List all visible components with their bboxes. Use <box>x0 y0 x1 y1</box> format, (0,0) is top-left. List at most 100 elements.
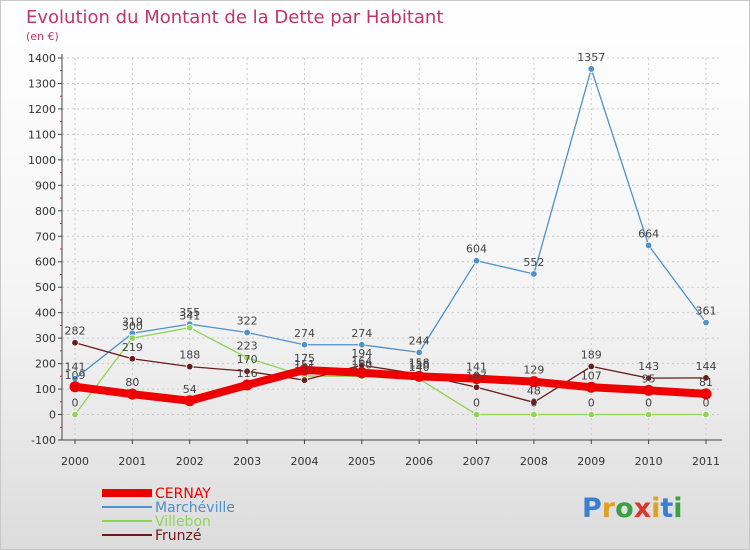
data-point-villebon <box>644 410 653 419</box>
data-label-villebon: 151 <box>294 358 315 371</box>
data-label-villebon: 0 <box>530 397 537 410</box>
data-label-frunz-: 48 <box>527 384 541 397</box>
y-tick-label: 800 <box>35 205 56 218</box>
data-point-march-ville <box>702 318 710 327</box>
x-tick-label: 2009 <box>577 455 605 468</box>
y-tick-label: 1000 <box>28 154 56 167</box>
data-label-frunz-: 144 <box>696 360 717 373</box>
data-label-villebon: 0 <box>645 397 652 410</box>
legend-label-march-ville: Marchéville <box>155 500 235 516</box>
data-label-march-ville: 664 <box>638 227 659 240</box>
series-line-frunz- <box>74 342 707 403</box>
data-point-frunz- <box>186 362 194 371</box>
data-point-frunz- <box>243 367 251 375</box>
data-label-cernay: 54 <box>183 383 197 396</box>
data-point-villebon <box>702 410 710 419</box>
data-point-march-ville <box>415 348 423 357</box>
legend-label-villebon: Villebon <box>155 514 211 530</box>
series-line-march-ville <box>74 68 707 380</box>
data-label-villebon: 341 <box>179 310 200 323</box>
data-label-villebon: 0 <box>588 397 595 410</box>
series-frunz- <box>71 339 710 407</box>
x-tick-label: 2011 <box>692 455 720 468</box>
x-tick-label: 2007 <box>463 455 491 468</box>
data-point-march-ville <box>644 241 653 250</box>
data-point-cernay <box>356 367 368 379</box>
data-point-march-ville <box>587 65 595 73</box>
grid <box>62 57 722 441</box>
data-label-villebon: 300 <box>122 320 143 333</box>
data-label-march-ville: 604 <box>466 243 487 256</box>
data-label-cernay: 175 <box>294 352 315 365</box>
x-tick-label: 2010 <box>635 455 663 468</box>
proxiti-logo: Proxiti <box>582 493 683 524</box>
y-tick-label: 1300 <box>28 77 56 90</box>
data-point-frunz- <box>71 339 79 347</box>
data-label-frunz-: 189 <box>581 348 602 361</box>
x-tick-label: 2006 <box>405 455 433 468</box>
data-label-march-ville: 274 <box>294 327 315 340</box>
series-line-cernay <box>71 365 710 405</box>
data-point-cernay <box>471 373 483 385</box>
data-point-cernay <box>298 364 310 376</box>
y-tick-label: 1100 <box>28 128 56 141</box>
data-label-frunz-: 188 <box>179 349 200 362</box>
y-tick-label: -100 <box>31 434 56 447</box>
legend-label-cernay: CERNAY <box>155 486 211 502</box>
data-point-cernay <box>413 370 425 382</box>
data-label-frunz-: 282 <box>65 325 86 338</box>
data-label-cernay: 129 <box>523 364 544 377</box>
data-point-villebon <box>530 410 538 419</box>
data-label-march-ville: 1357 <box>577 51 605 64</box>
data-label-cernay: 141 <box>466 361 487 374</box>
svg-text:Proxiti: Proxiti <box>582 493 683 524</box>
data-point-march-ville <box>300 341 309 349</box>
data-point-cernay <box>643 384 655 396</box>
data-point-frunz- <box>128 355 137 363</box>
series-group <box>69 65 712 419</box>
y-tick-label: 200 <box>35 358 56 371</box>
data-label-march-ville: 244 <box>409 334 430 347</box>
data-label-frunz-: 158 <box>409 356 430 369</box>
data-point-frunz- <box>530 398 538 407</box>
data-label-cernay: 116 <box>237 367 258 380</box>
y-tick-label: 0 <box>49 409 56 422</box>
x-tick-label: 2003 <box>233 455 261 468</box>
axes: -100010020030040050060070080090010001100… <box>28 52 722 468</box>
y-tick-label: 1200 <box>28 103 56 116</box>
data-point-cernay <box>528 376 540 388</box>
x-tick-label: 2001 <box>118 455 146 468</box>
data-point-cernay <box>126 388 138 400</box>
data-label-frunz-: 170 <box>237 353 258 366</box>
data-label-march-ville: 319 <box>122 315 143 328</box>
data-label-cernay: 107 <box>581 369 602 382</box>
data-label-march-ville: 552 <box>523 256 544 269</box>
data-label-cernay: 150 <box>409 358 430 371</box>
y-tick-label: 600 <box>35 256 56 269</box>
data-point-cernay <box>585 381 597 393</box>
data-label-frunz-: 135 <box>294 362 315 375</box>
y-tick-label: 900 <box>35 179 56 192</box>
data-label-march-ville: 141 <box>65 361 86 374</box>
data-point-villebon <box>587 410 595 419</box>
data-point-villebon <box>128 334 137 342</box>
x-tick-label: 2002 <box>176 455 204 468</box>
data-label-cernay: 109 <box>65 369 86 382</box>
data-point-frunz- <box>644 374 653 382</box>
data-label-villebon: 223 <box>237 340 258 353</box>
data-point-villebon <box>472 410 481 419</box>
data-point-villebon <box>71 410 79 419</box>
y-tick-label: 400 <box>35 307 56 320</box>
data-label-villebon: 0 <box>72 397 79 410</box>
x-tick-label: 2000 <box>61 455 89 468</box>
x-tick-label: 2008 <box>520 455 548 468</box>
data-label-frunz-: 219 <box>122 341 143 354</box>
data-point-cernay <box>700 388 712 400</box>
data-label-march-ville: 274 <box>351 327 372 340</box>
y-tick-label: 300 <box>35 332 56 345</box>
y-tick-label: 100 <box>35 383 56 396</box>
data-point-frunz- <box>587 362 595 371</box>
data-label-cernay: 164 <box>351 355 372 368</box>
